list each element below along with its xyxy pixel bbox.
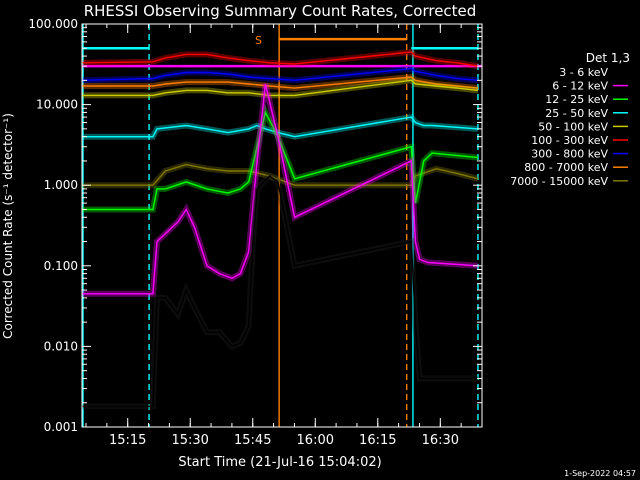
x-tick-label: 16:00	[297, 433, 334, 448]
series-line	[82, 83, 479, 295]
saa-label: S	[255, 34, 262, 47]
legend-title: Det 1,3	[586, 51, 630, 65]
x-tick-label: 15:45	[234, 433, 271, 448]
legend-label: 800 - 7000 keV	[524, 161, 608, 174]
y-tick-label: 0.100	[44, 259, 78, 273]
legend-label: 100 - 300 keV	[531, 134, 608, 147]
legend-label: 3 - 6 keV	[559, 66, 608, 79]
legend-label: 300 - 800 keV	[531, 148, 608, 161]
series-line	[82, 79, 479, 97]
y-axis-label: Corrected Count Rate (s⁻¹ detector⁻¹)	[1, 113, 15, 339]
legend-label: 12 - 25 keV	[545, 93, 608, 106]
x-axis-label: Start Time (21-Jul-16 15:04:02)	[178, 455, 381, 470]
series-line	[82, 76, 479, 89]
x-tick-label: 16:15	[359, 433, 396, 448]
series-line	[82, 163, 479, 186]
y-tick-label: 1.000	[44, 178, 78, 192]
x-axis: 15:15 15:30 15:45 16:00 16:15 16:30	[85, 24, 483, 448]
series-band	[81, 48, 479, 70]
legend-label: 7000 - 15000 keV	[510, 175, 608, 188]
y-tick-label: 0.010	[44, 339, 78, 353]
y-tick-label: 100.000	[28, 17, 78, 31]
legend-label: 50 - 100 keV	[538, 120, 608, 133]
footer-timestamp: 1-Sep-2022 04:57	[564, 469, 636, 478]
legend-label: 6 - 12 keV	[552, 80, 608, 93]
x-tick-label: 16:30	[422, 433, 459, 448]
x-tick-label: 15:15	[109, 433, 146, 448]
vertical-markers	[82, 24, 479, 427]
series-layer	[81, 37, 482, 410]
series-line	[82, 110, 479, 211]
series-line	[81, 67, 479, 82]
y-tick-label: 0.001	[44, 420, 78, 434]
series-line	[81, 51, 479, 67]
legend-label: 25 - 50 keV	[545, 107, 608, 120]
y-axis: 100.000 10.000 1.000 0.100 0.010 0.001	[28, 17, 482, 434]
series-line	[82, 175, 478, 408]
plot-frame	[81, 23, 483, 428]
x-tick-label: 15:30	[171, 433, 208, 448]
chart-title: RHESSI Observing Summary Count Rates, Co…	[84, 2, 477, 20]
y-tick-label: 10.000	[36, 98, 78, 112]
